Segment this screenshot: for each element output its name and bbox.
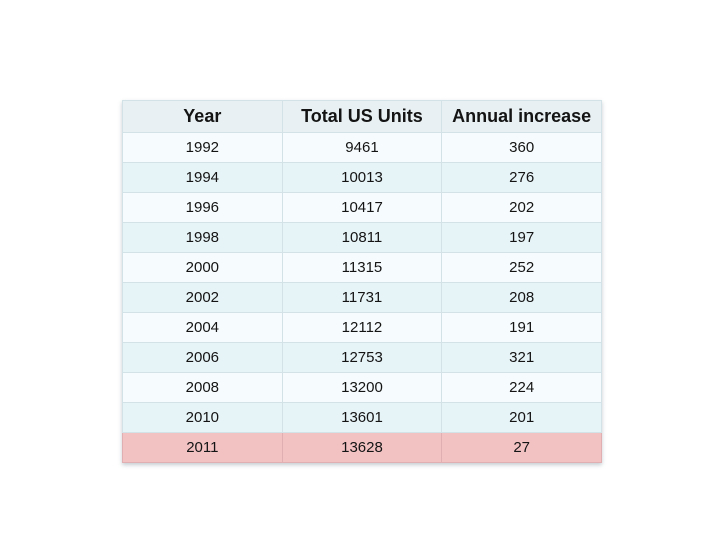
table-cell: 321 xyxy=(441,342,602,373)
table-cell: 13628 xyxy=(281,432,443,463)
table-row: 1994 10013 276 xyxy=(122,162,602,193)
table-cell: 276 xyxy=(441,162,602,193)
table-cell: 27 xyxy=(441,432,602,463)
column-header: Year xyxy=(122,100,283,133)
table-cell: 10013 xyxy=(281,162,443,193)
table-cell: 13601 xyxy=(281,402,443,433)
table-cell: 1996 xyxy=(122,192,283,223)
table-cell: 202 xyxy=(441,192,602,223)
table-row: 2000 11315 252 xyxy=(122,252,602,283)
table-cell: 2006 xyxy=(122,342,283,373)
table-cell: 224 xyxy=(441,372,602,403)
table-cell: 252 xyxy=(441,252,602,283)
table-row: 2004 12112 191 xyxy=(122,312,602,343)
table-body: 1992 9461 360 1994 10013 276 1996 10417 202 1998 1… xyxy=(122,132,602,463)
table-cell: 12112 xyxy=(281,312,443,343)
table-row: 2002 11731 208 xyxy=(122,282,602,313)
column-header: Total US Units xyxy=(281,100,443,133)
table-cell: 360 xyxy=(441,132,602,163)
table-head: Year Total US Units Annual increase xyxy=(122,100,602,133)
table-row-highlighted: 2011 13628 27 xyxy=(122,432,602,463)
table-row: 2006 12753 321 xyxy=(122,342,602,373)
table-cell: 2011 xyxy=(122,432,283,463)
table-row: 1992 9461 360 xyxy=(122,132,602,163)
table-cell: 13200 xyxy=(281,372,443,403)
table-cell: 2002 xyxy=(122,282,283,313)
table-cell: 2008 xyxy=(122,372,283,403)
table-row: 2008 13200 224 xyxy=(122,372,602,403)
table-cell: 2010 xyxy=(122,402,283,433)
table-row: 1996 10417 202 xyxy=(122,192,602,223)
table-cell: 201 xyxy=(441,402,602,433)
table-row: 2010 13601 201 xyxy=(122,402,602,433)
table-header-row: Year Total US Units Annual increase xyxy=(122,100,602,133)
table-cell: 1994 xyxy=(122,162,283,193)
table-cell: 2000 xyxy=(122,252,283,283)
table-row: 1998 10811 197 xyxy=(122,222,602,253)
table-cell: 208 xyxy=(441,282,602,313)
table-cell: 9461 xyxy=(281,132,443,163)
table-cell: 12753 xyxy=(281,342,443,373)
table-cell: 11315 xyxy=(281,252,443,283)
table-cell: 2004 xyxy=(122,312,283,343)
table-cell: 1998 xyxy=(122,222,283,253)
column-header: Annual increase xyxy=(441,100,602,133)
table-cell: 10811 xyxy=(281,222,443,253)
data-table: Year Total US Units Annual increase 1992 94… xyxy=(122,100,602,463)
table-cell: 1992 xyxy=(122,132,283,163)
table-cell: 10417 xyxy=(281,192,443,223)
table-cell: 191 xyxy=(441,312,602,343)
table-cell: 197 xyxy=(441,222,602,253)
table-cell: 11731 xyxy=(281,282,443,313)
